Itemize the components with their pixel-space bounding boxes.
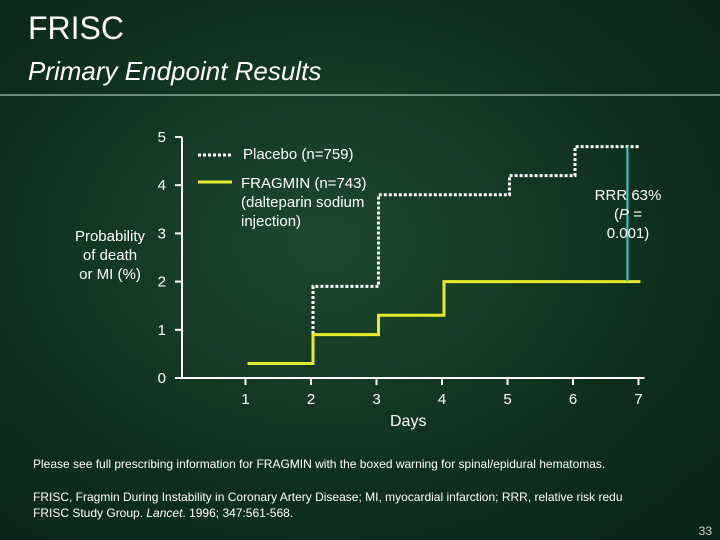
y-tick-label-0: 0 bbox=[158, 370, 166, 387]
footnote-abbreviations: FRISC, Fragmin During Instability in Cor… bbox=[33, 490, 623, 504]
series-line-fragmin bbox=[247, 280, 641, 365]
y-tick-label-1: 1 bbox=[158, 322, 166, 339]
x-tick-label-4: 4 bbox=[438, 391, 446, 408]
title-divider bbox=[0, 94, 720, 96]
footnote-warning: Please see full prescribing information … bbox=[33, 457, 606, 471]
footnote-reference: FRISC Study Group. Lancet. 1996; 347:561… bbox=[33, 505, 293, 521]
y-axis-label-line-2: of death bbox=[82, 247, 138, 264]
rrr-line-1: RRR 63% bbox=[594, 187, 662, 204]
x-tick-label-5: 5 bbox=[503, 391, 511, 408]
x-axis-label: Days bbox=[390, 413, 427, 430]
legend-fragmin-label: FRAGMIN (n=743) (dalteparin sodium injec… bbox=[241, 175, 367, 230]
legend-placebo-label: Placebo (n=759) bbox=[243, 146, 354, 163]
reference-prefix: FRISC Study Group. bbox=[33, 506, 147, 520]
y-tick-label-5: 5 bbox=[158, 129, 166, 146]
y-axis-label-line-1: Probability bbox=[74, 228, 146, 245]
x-tick-label-3: 3 bbox=[372, 391, 380, 408]
slide-title: FRISC bbox=[28, 10, 124, 46]
x-tick-label-2: 2 bbox=[307, 391, 315, 408]
y-axis-label-line-3: or MI (%) bbox=[79, 266, 141, 283]
x-tick-label-6: 6 bbox=[569, 391, 577, 408]
slide-subtitle: Primary Endpoint Results bbox=[28, 56, 322, 86]
page-number: 33 bbox=[698, 524, 712, 538]
reference-journal: Lancet bbox=[146, 506, 183, 520]
series-line-placebo bbox=[247, 145, 641, 365]
y-tick-label-3: 3 bbox=[158, 225, 166, 242]
y-tick-label-2: 2 bbox=[158, 274, 166, 291]
rrr-annotation: RRR 63% (P = 0.001) bbox=[586, 186, 670, 243]
rrr-line-3: 0.001) bbox=[606, 225, 650, 242]
x-tick-label-7: 7 bbox=[634, 391, 642, 408]
y-tick-label-4: 4 bbox=[158, 177, 166, 194]
reference-suffix: . 1996; 347:561-568. bbox=[182, 506, 294, 520]
rrr-line-2: (P = bbox=[614, 206, 642, 223]
x-tick-label-1: 1 bbox=[241, 391, 249, 408]
y-axis-label: Probability of death or MI (%) bbox=[62, 227, 158, 284]
